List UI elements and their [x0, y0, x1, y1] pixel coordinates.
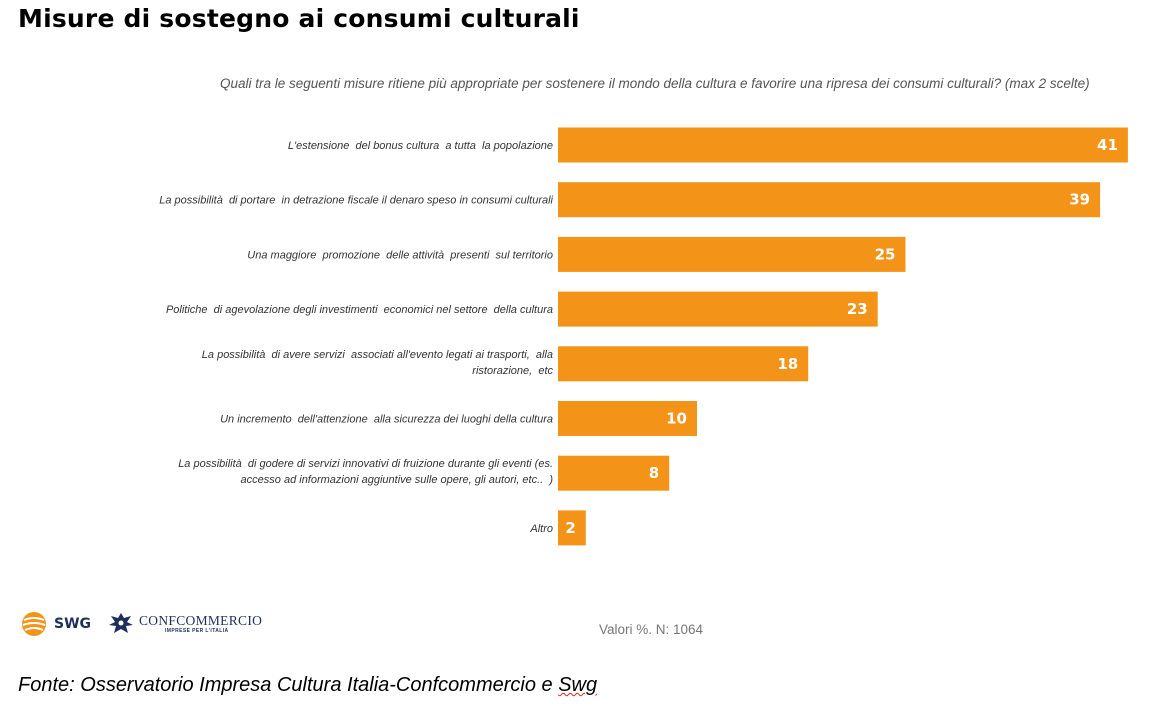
- swg-logo: SWG: [20, 610, 91, 638]
- confcommercio-logo-text: CONFCOMMERCIO: [139, 613, 263, 628]
- category-label: Un incremento dell'attenzione alla sicur…: [220, 414, 553, 426]
- bar: [558, 182, 1101, 218]
- bar: [558, 291, 878, 327]
- source-swg-text: Swg: [558, 674, 598, 696]
- bar-value-label: 10: [666, 410, 687, 428]
- bar-value-label: 8: [649, 464, 659, 482]
- page-title: Misure di sostegno ai consumi culturali: [18, 4, 580, 33]
- confcommercio-logo: CONFCOMMERCIO IMPRESE PER L'ITALIA: [107, 610, 262, 638]
- swg-globe-icon: [22, 612, 46, 636]
- bar-value-label: 39: [1069, 191, 1090, 209]
- category-label: La possibilità di avere servizi associat…: [202, 349, 553, 361]
- category-label: Altro: [529, 523, 553, 535]
- bar-chart: 41 L'estensione del bonus cultura a tutta…: [159, 127, 1128, 546]
- bar-value-label: 2: [565, 519, 575, 537]
- category-label: ristorazione, etc: [472, 365, 553, 377]
- bar-value-label: 41: [1097, 136, 1118, 154]
- source-note: Fonte: Osservatorio Impresa Cultura Ital…: [18, 674, 597, 697]
- bar: [558, 236, 906, 272]
- swg-logo-text: SWG: [54, 616, 92, 632]
- category-label: Una maggiore promozione delle attività p…: [247, 249, 553, 261]
- bar: [558, 401, 697, 436]
- category-label: Politiche di agevolazione degli investim…: [166, 304, 553, 316]
- source-text: Fonte: Osservatorio Impresa Cultura Ital…: [18, 674, 559, 696]
- category-label: accesso ad informazioni aggiuntive sulle…: [241, 474, 554, 486]
- chart-question: Quali tra le seguenti misure ritiene più…: [220, 76, 1090, 91]
- bar-value-label: 23: [847, 300, 868, 318]
- category-label: La possibilità di godere di servizi inno…: [178, 458, 553, 470]
- bar: [558, 455, 670, 491]
- values-note: Valori %. N: 1064: [599, 622, 704, 637]
- bar-value-label: 25: [875, 245, 896, 263]
- bar: [558, 510, 586, 546]
- bar: [558, 346, 809, 382]
- confcommercio-logo-subtitle: IMPRESE PER L'ITALIA: [165, 628, 229, 634]
- bar: [558, 127, 1128, 163]
- eagle-emblem-icon: [109, 613, 133, 633]
- bar-value-label: 18: [777, 355, 798, 373]
- category-label: L'estensione del bonus cultura a tutta l…: [288, 140, 553, 152]
- category-label: La possibilità di portare in detrazione …: [159, 195, 553, 207]
